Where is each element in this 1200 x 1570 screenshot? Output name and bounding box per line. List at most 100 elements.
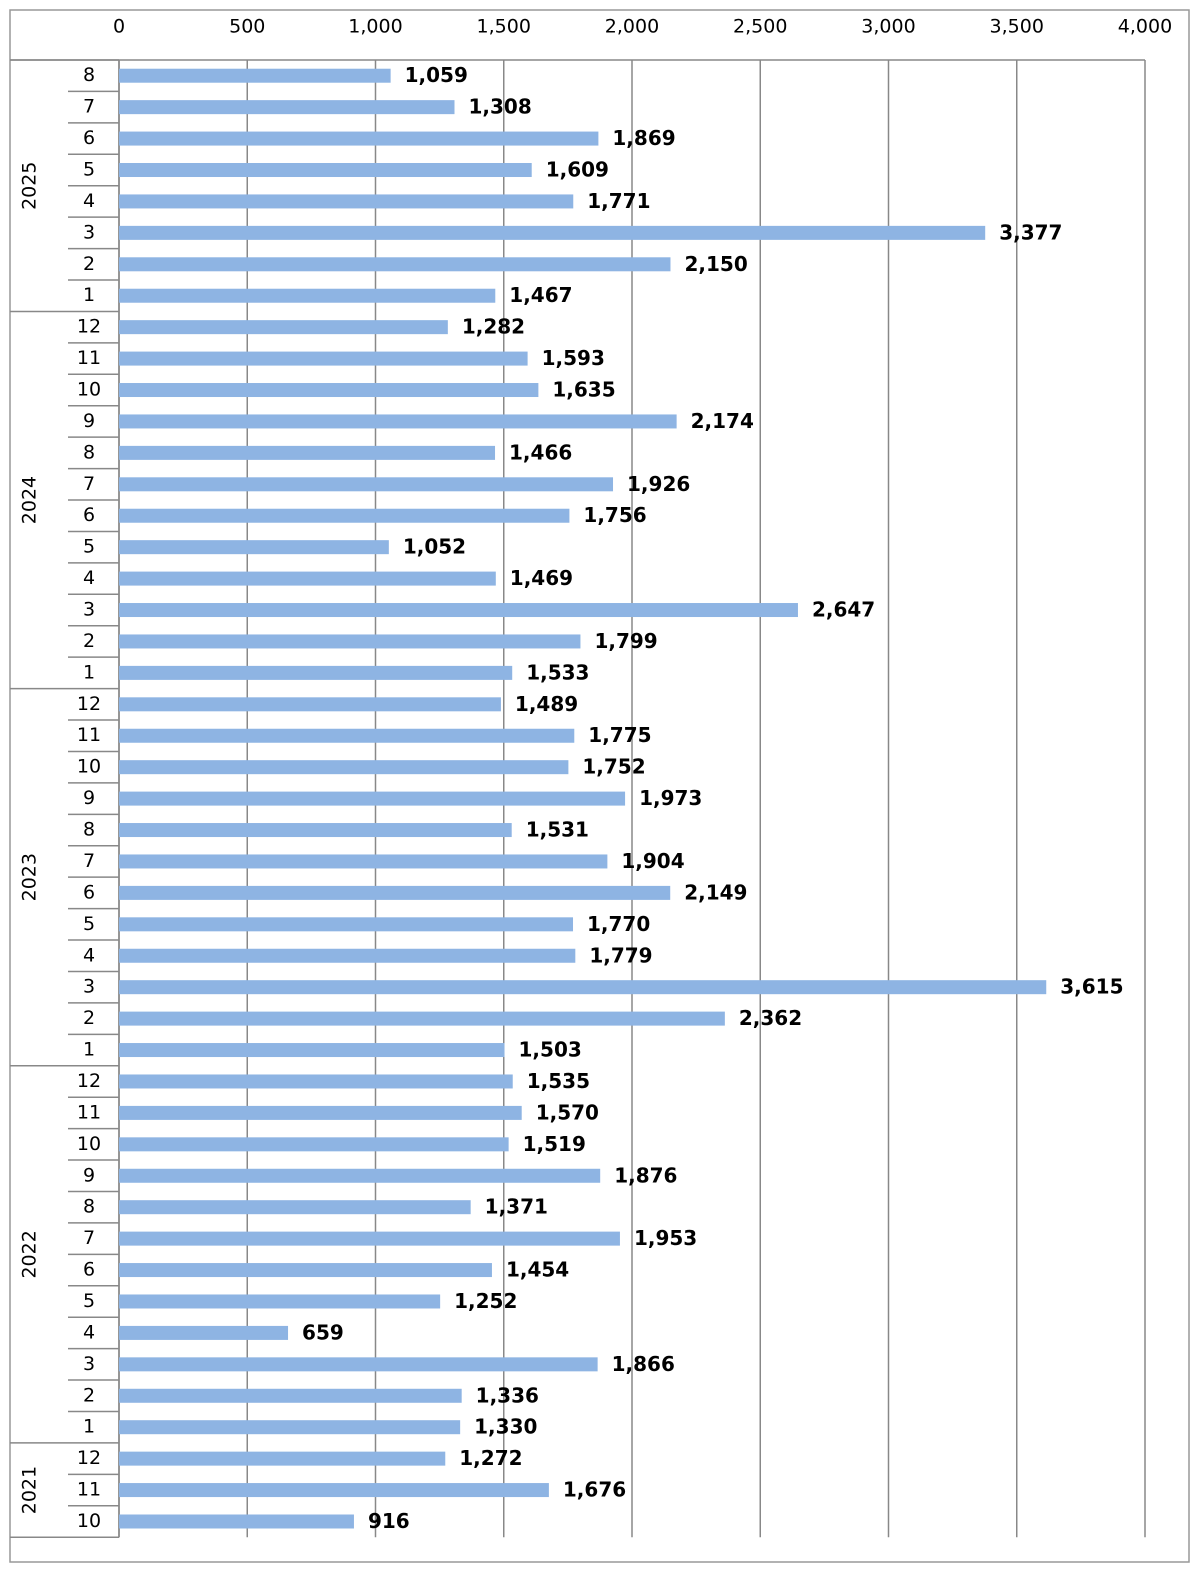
y-tick-label: 5 [83,1290,95,1312]
bar [119,728,575,743]
y-tick-label: 2 [83,630,95,652]
value-label: 1,779 [589,943,652,967]
y-tick-label: 1 [83,1039,95,1061]
value-label: 1,466 [509,440,572,464]
y-tick-label: 5 [83,913,95,935]
group-label: 2021 [19,1466,41,1514]
bar [119,508,570,523]
bar [119,1294,441,1309]
bar [119,414,677,429]
bar [119,383,539,398]
y-tick-label: 7 [83,96,95,118]
y-tick-label: 9 [83,787,95,809]
bar [119,634,581,649]
y-tick-label: 2 [83,253,95,275]
y-tick-label: 11 [77,347,101,369]
bar [119,791,626,806]
y-tick-label: 1 [83,1416,95,1438]
value-label: 1,454 [506,1258,569,1282]
value-label: 1,676 [563,1478,626,1502]
bar [119,1388,462,1403]
y-tick-label: 11 [77,1479,101,1501]
value-label: 1,570 [536,1100,599,1124]
bar [119,131,599,146]
bar [119,980,1047,995]
value-label: 1,609 [546,158,609,182]
x-tick-label: 2,500 [733,16,787,38]
y-tick-label: 4 [83,567,95,589]
value-label: 2,150 [684,252,747,276]
value-label: 1,635 [552,378,615,402]
bar [119,225,986,240]
y-tick-label: 4 [83,1321,95,1343]
value-label: 1,869 [612,126,675,150]
y-tick-label: 10 [77,379,101,401]
value-label: 1,371 [485,1195,548,1219]
value-label: 1,904 [621,849,684,873]
bar [119,1200,471,1215]
bar [119,603,798,618]
y-tick-label: 3 [83,599,95,621]
bar [119,1231,620,1246]
bar [119,194,574,209]
y-tick-label: 3 [83,221,95,243]
x-tick-label: 1,000 [348,16,402,38]
bar [119,540,389,555]
value-label: 659 [302,1320,344,1344]
value-label: 1,489 [515,692,578,716]
x-tick-label: 3,500 [990,16,1044,38]
value-label: 2,174 [691,409,754,433]
bar [119,320,448,335]
value-label: 1,771 [587,189,650,213]
bar [119,100,455,115]
x-tick-label: 0 [113,16,125,38]
y-tick-label: 5 [83,159,95,181]
bar [119,854,608,869]
value-label: 1,330 [474,1415,537,1439]
bar [119,163,532,178]
value-label: 1,503 [519,1038,582,1062]
y-tick-label: 8 [83,64,95,86]
y-tick-label: 8 [83,1196,95,1218]
bar [119,1514,354,1529]
y-tick-label: 9 [83,410,95,432]
bar [119,1263,492,1278]
y-tick-label: 3 [83,976,95,998]
y-tick-label: 9 [83,1164,95,1186]
y-tick-label: 2 [83,1384,95,1406]
y-tick-label: 7 [83,473,95,495]
y-tick-label: 10 [77,1133,101,1155]
bar [119,1043,505,1058]
y-tick-label: 8 [83,819,95,841]
x-tick-label: 1,500 [477,16,531,38]
value-label: 3,377 [999,220,1062,244]
group-label: 2022 [19,1230,41,1278]
y-tick-label: 5 [83,536,95,558]
y-tick-label: 4 [83,190,95,212]
value-label: 1,953 [634,1226,697,1250]
value-label: 1,531 [526,818,589,842]
bar [119,760,569,775]
value-label: 1,519 [523,1132,586,1156]
y-tick-label: 2 [83,1007,95,1029]
value-label: 2,149 [684,880,747,904]
value-label: 1,282 [462,315,525,339]
value-label: 1,272 [459,1446,522,1470]
value-label: 1,059 [405,63,468,87]
y-tick-label: 8 [83,441,95,463]
bar [119,1483,549,1498]
y-tick-label: 7 [83,1227,95,1249]
value-label: 1,467 [509,283,572,307]
chart-frame [9,9,1190,1563]
bar [119,1168,601,1183]
value-label: 1,252 [454,1289,517,1313]
value-label: 1,775 [588,723,651,747]
bar [119,351,528,366]
y-tick-label: 11 [77,1101,101,1123]
bar [119,1357,598,1372]
y-tick-label: 10 [77,1510,101,1532]
bar [119,917,574,932]
bar [119,68,391,83]
value-label: 1,533 [526,660,589,684]
value-label: 1,593 [542,346,605,370]
